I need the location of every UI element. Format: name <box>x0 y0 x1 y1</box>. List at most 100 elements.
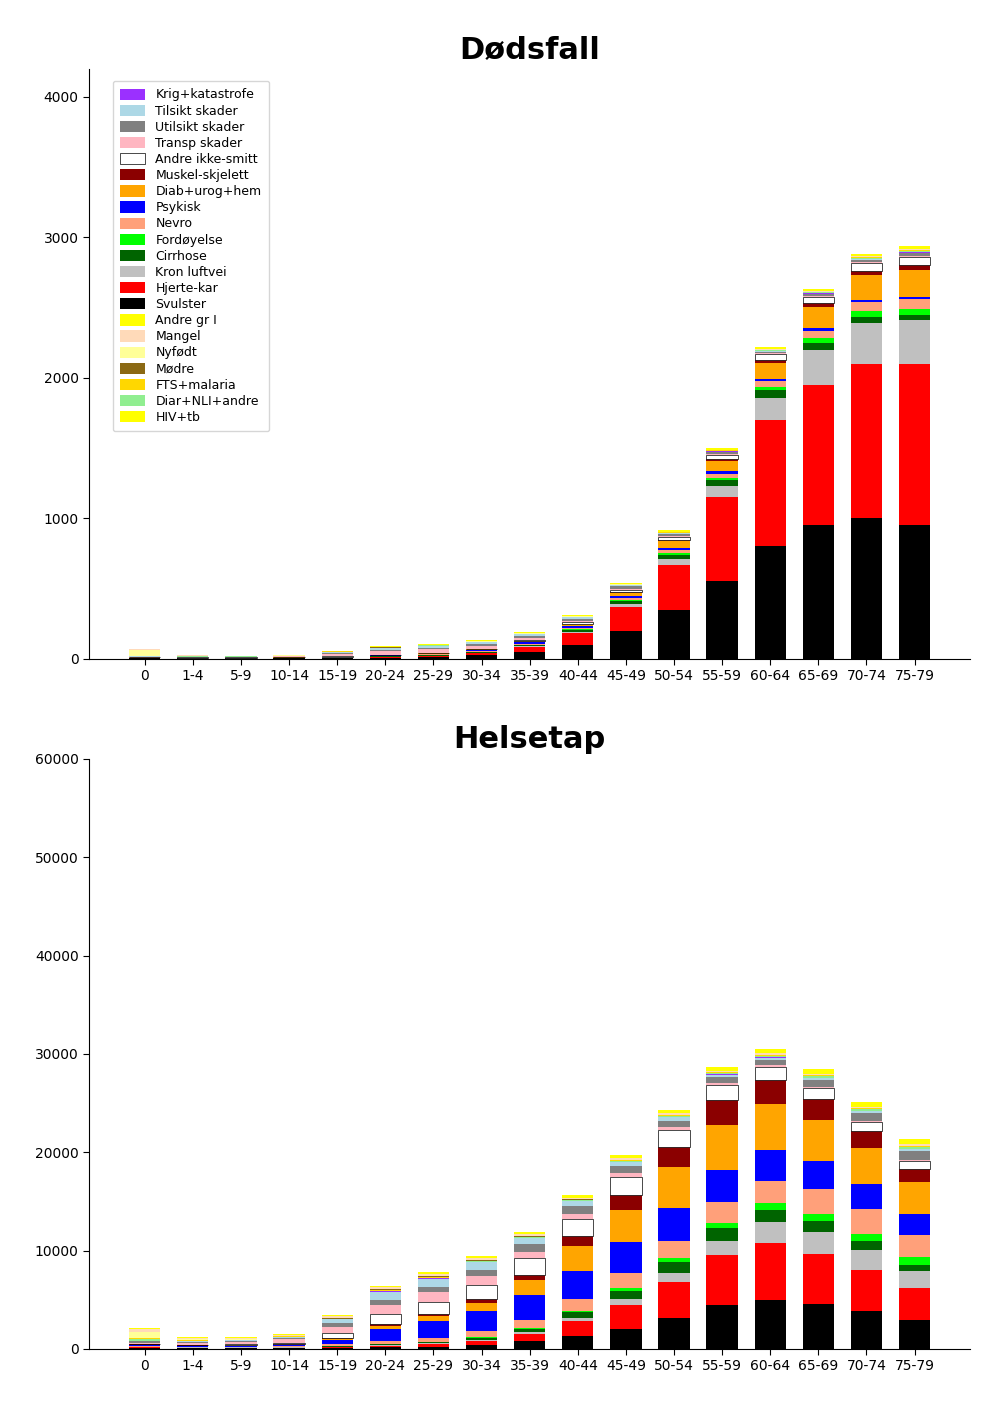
Bar <box>707 1070 738 1073</box>
Bar <box>562 1271 593 1300</box>
Bar <box>370 1287 401 1288</box>
Bar <box>370 648 401 650</box>
Bar <box>898 1321 931 1349</box>
Bar <box>466 1302 497 1311</box>
Bar <box>514 1332 546 1335</box>
Bar <box>466 642 497 643</box>
Bar <box>707 1170 738 1202</box>
Bar <box>370 1288 401 1291</box>
Bar <box>898 1214 931 1235</box>
Bar <box>851 1209 882 1233</box>
Bar <box>514 1335 546 1342</box>
Bar <box>803 1304 834 1349</box>
Bar <box>610 1166 641 1173</box>
Bar <box>225 1342 256 1345</box>
Bar <box>851 1122 882 1132</box>
Bar <box>370 1347 401 1349</box>
Bar <box>851 1101 882 1107</box>
Bar <box>610 1173 641 1177</box>
Bar <box>803 1100 834 1119</box>
Bar <box>755 1104 786 1149</box>
Bar <box>803 1076 834 1077</box>
Bar <box>755 352 786 353</box>
Bar <box>755 1057 786 1060</box>
Bar <box>755 1243 786 1300</box>
Bar <box>322 1319 353 1324</box>
Bar <box>803 525 834 659</box>
Bar <box>851 1114 882 1121</box>
Bar <box>514 635 546 636</box>
Bar <box>562 1246 593 1271</box>
Bar <box>418 1316 449 1321</box>
Bar <box>803 1074 834 1076</box>
Bar <box>707 1125 738 1170</box>
Bar <box>755 1222 786 1243</box>
Bar <box>610 601 641 604</box>
Bar <box>514 1280 546 1295</box>
Bar <box>755 382 786 387</box>
Bar <box>755 1067 786 1080</box>
Bar <box>370 1300 401 1305</box>
Bar <box>466 1338 497 1340</box>
Bar <box>610 604 641 607</box>
Bar <box>418 1321 449 1338</box>
Bar <box>418 1315 449 1316</box>
Bar <box>466 1284 497 1300</box>
Bar <box>562 631 593 632</box>
Bar <box>707 1228 738 1240</box>
Bar <box>562 645 593 659</box>
Bar <box>755 1080 786 1104</box>
Bar <box>610 1242 641 1273</box>
Bar <box>851 1184 882 1209</box>
Bar <box>898 1235 931 1257</box>
Bar <box>755 348 786 349</box>
Bar <box>370 1315 401 1325</box>
Bar <box>898 363 931 525</box>
Bar <box>803 1190 834 1214</box>
Bar <box>322 1324 353 1326</box>
Bar <box>129 1332 161 1338</box>
Bar <box>898 246 931 249</box>
Bar <box>803 307 834 328</box>
Bar <box>803 384 834 525</box>
Bar <box>562 1201 593 1207</box>
Bar <box>707 1224 738 1228</box>
Bar <box>370 652 401 655</box>
Bar <box>755 387 786 390</box>
Bar <box>707 1074 738 1077</box>
Bar <box>755 390 786 397</box>
Bar <box>898 320 931 363</box>
Bar <box>658 1121 689 1128</box>
Bar <box>562 1312 593 1318</box>
Bar <box>755 1149 786 1180</box>
Bar <box>562 627 593 628</box>
Bar <box>562 1321 593 1336</box>
Bar <box>658 542 689 548</box>
Bar <box>370 1340 401 1343</box>
Bar <box>803 338 834 342</box>
Bar <box>803 1255 834 1304</box>
Bar <box>755 1060 786 1066</box>
Bar <box>466 1300 497 1302</box>
Bar <box>273 1343 305 1345</box>
Bar <box>322 653 353 656</box>
Bar <box>514 1342 546 1349</box>
Bar <box>610 1329 641 1349</box>
Bar <box>851 263 882 270</box>
Bar <box>658 1131 689 1146</box>
Bar <box>562 624 593 627</box>
Bar <box>610 1291 641 1300</box>
Bar <box>610 1305 641 1329</box>
Bar <box>658 1114 689 1115</box>
Bar <box>755 1053 786 1055</box>
Bar <box>658 1273 689 1283</box>
Bar <box>418 1293 449 1302</box>
Bar <box>803 1119 834 1160</box>
Bar <box>466 1340 497 1345</box>
Bar <box>418 1274 449 1276</box>
Bar <box>562 1207 593 1214</box>
Bar <box>851 311 882 317</box>
Bar <box>418 1346 449 1349</box>
Bar <box>851 260 882 262</box>
Bar <box>658 1263 689 1273</box>
